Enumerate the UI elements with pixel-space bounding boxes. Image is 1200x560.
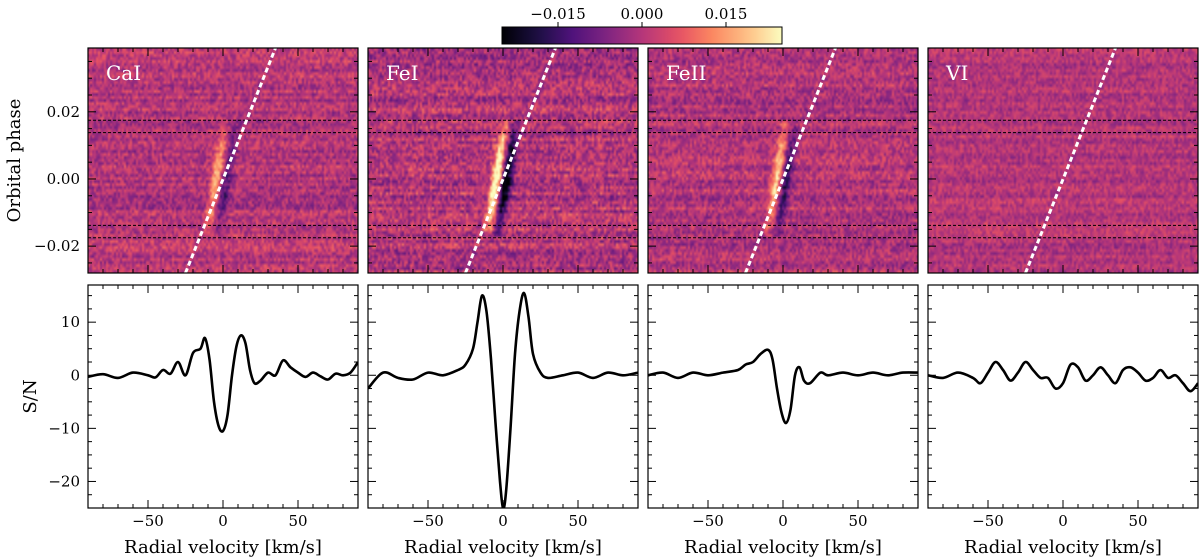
colorbar-tick-label: 0.000 [621, 5, 664, 23]
heatmap-image [88, 48, 358, 273]
x-tick-label: 0 [218, 512, 228, 530]
heatmap-image [928, 48, 1198, 273]
sn-frame [927, 284, 1199, 509]
x-tick-label: 50 [1128, 512, 1147, 530]
sn-tick-label: 0 [70, 366, 80, 384]
heatmap-image [648, 48, 918, 273]
species-label: CaI [106, 61, 141, 85]
colorbar-gradient [501, 26, 783, 45]
species-label: FeII [666, 61, 706, 85]
x-axis-label: Radial velocity [km/s] [124, 537, 322, 558]
planet-track-line [744, 47, 837, 274]
colorbar-tick-label: 0.015 [705, 5, 748, 23]
x-axis-label: Radial velocity [km/s] [404, 537, 602, 558]
colorbar-tick-label: −0.015 [530, 5, 586, 23]
panel-cai: CaI −50 0 50 Radial velocity [km/s] −0.02 0.00… [4, 47, 359, 558]
planet-track-line [464, 47, 557, 274]
x-tick-label: 50 [568, 512, 587, 530]
x-axis-label: Radial velocity [km/s] [964, 537, 1162, 558]
planet-track-line [1024, 47, 1117, 274]
sn-series-line [648, 348, 918, 425]
x-tick-label: 0 [778, 512, 788, 530]
x-tick-label: 50 [288, 512, 307, 530]
sn-series-line [928, 360, 1198, 393]
sn-frame [367, 284, 639, 509]
planet-track-line [184, 47, 277, 274]
sn-axis-label: S/N [20, 379, 41, 413]
sn-series-line [368, 291, 638, 508]
x-tick-label: −50 [412, 512, 444, 530]
x-axis-label: Radial velocity [km/s] [684, 537, 882, 558]
x-tick-label: 0 [1058, 512, 1068, 530]
species-label: FeI [386, 61, 419, 85]
phase-tick-label: 0.00 [47, 170, 80, 188]
phase-tick-label: 0.02 [47, 103, 80, 121]
phase-tick-label: −0.02 [34, 237, 80, 255]
sn-frame [87, 284, 359, 509]
sn-series-line [88, 334, 358, 433]
x-tick-label: 50 [848, 512, 867, 530]
x-tick-label: −50 [132, 512, 164, 530]
x-tick-label: 0 [498, 512, 508, 530]
colorbar: −0.015 0.000 0.015 [501, 5, 783, 45]
panel-vi: VI −50 0 50 Radial velocity [km/s] [927, 47, 1199, 558]
sn-tick-label: −10 [48, 419, 80, 437]
species-label: VI [945, 61, 968, 85]
x-tick-label: −50 [692, 512, 724, 530]
panel-feii: FeII −50 0 50 Radial velocity [km/s] [647, 47, 919, 558]
phase-axis-label: Orbital phase [4, 99, 25, 223]
sn-tick-label: −20 [48, 472, 80, 490]
x-tick-label: −50 [972, 512, 1004, 530]
heatmap-image [368, 48, 638, 273]
sn-tick-label: 10 [61, 313, 80, 331]
panel-fei: FeI −50 0 50 Radial velocity [km/s] [367, 47, 639, 558]
sn-frame [647, 284, 919, 509]
